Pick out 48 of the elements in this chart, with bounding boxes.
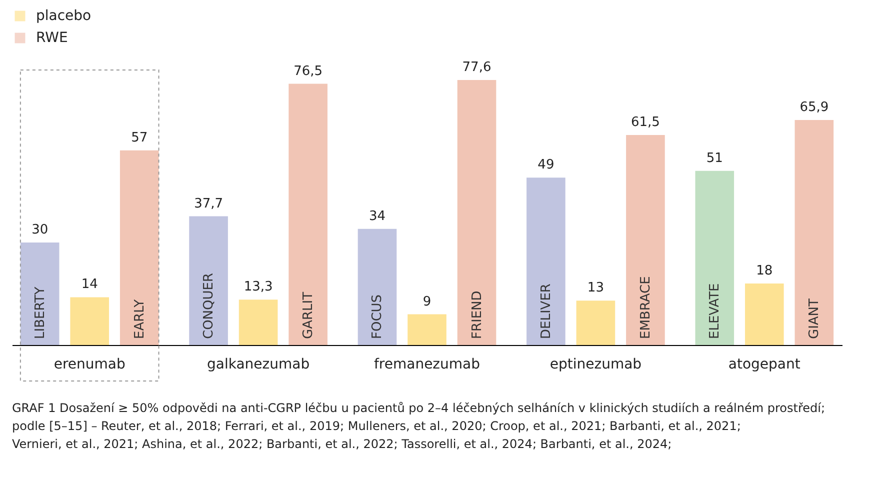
bar: [20, 242, 60, 345]
annotation: GARLIT: [301, 292, 316, 339]
data-label: 14: [81, 277, 98, 292]
bar: [526, 178, 566, 345]
bar: [358, 228, 397, 345]
x-tick-label: eptinezumab: [550, 356, 642, 372]
bar: [457, 80, 496, 345]
annotation: LIBERTY: [32, 286, 48, 339]
annotation: CONQUER: [202, 272, 217, 339]
x-tick-label: erenumab: [54, 356, 126, 372]
x-tick-label: galkanezumab: [206, 356, 310, 372]
data-label: 37,7: [194, 196, 224, 212]
x-tick-label: atogepant: [728, 356, 801, 372]
data-label: 49: [538, 158, 554, 173]
bar: [576, 300, 616, 345]
annotation: FOCUS: [370, 294, 386, 339]
bar: [744, 284, 784, 345]
annotation: FRIEND: [470, 290, 485, 339]
data-label: 76,5: [294, 64, 323, 79]
data-label: 51: [706, 150, 723, 166]
data-label: 34: [368, 208, 386, 224]
data-label: 65,9: [800, 100, 829, 115]
bar: [626, 134, 665, 345]
bar: [189, 216, 228, 345]
bar: [70, 297, 110, 345]
annotation: ELEVATE: [708, 283, 723, 339]
legend-label: RWE: [36, 30, 68, 46]
bar: [794, 120, 834, 345]
data-label: 13: [587, 280, 604, 296]
data-label: 30: [32, 222, 48, 238]
annotation: EMBRACE: [638, 276, 654, 339]
bar: [695, 170, 734, 345]
bar: [238, 300, 278, 345]
data-label: 13,3: [244, 280, 273, 295]
annotation: GIANT: [807, 298, 822, 339]
data-label: 57: [131, 130, 148, 146]
text: GRAF 1 Dosažení ≥ 50% odpovědi na anti-CGRP léčbu u pacientů po 2–4 léčebných selháních v klinických studiích a reálném prostředí; podle [5–15] – Reuter, et al., 2018; Ferrari, et al., 2019; Mulleners, et al., 2020; Croop, et al., 2021; Barbanti, et al., 2021; Vernieri, et al., 2021; Ashina, et al., 2022; Barbanti, et al., 2022; Tassorelli, et al., 2024; Barbanti, et al., 2024;: [12, 401, 826, 451]
bar: [288, 84, 328, 345]
bar: [408, 314, 446, 345]
data-label: 61,5: [630, 114, 660, 130]
x-tick-label: fremanezumab: [374, 356, 480, 372]
bar: [120, 150, 159, 345]
legend-label: placebo: [36, 8, 92, 24]
data-label: 9: [422, 294, 432, 310]
annotation: EARLY: [132, 299, 148, 339]
data-label: 18: [756, 264, 773, 279]
data-label: 77,6: [462, 60, 492, 75]
annotation: DELIVER: [538, 284, 554, 339]
